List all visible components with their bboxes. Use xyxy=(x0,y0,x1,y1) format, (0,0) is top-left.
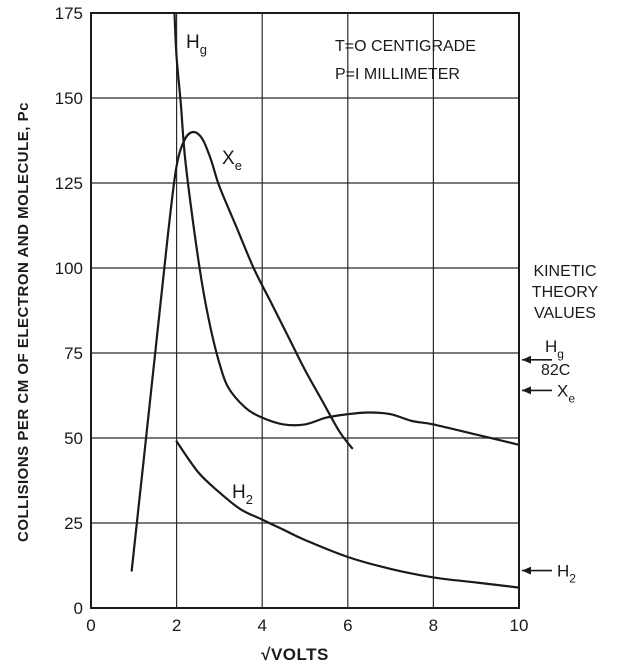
kinetic-marker-xe: Xe xyxy=(522,381,575,405)
annotation-temperature: T=O CENTIGRADE xyxy=(335,38,476,55)
y-axis-label: COLLISIONS PER CM OF ELECTRON AND MOLECU… xyxy=(15,102,32,542)
y-tick-label: 100 xyxy=(55,259,83,278)
series-h2-curve xyxy=(175,440,521,589)
kinetic-title-line-2: THEORY xyxy=(532,284,599,301)
x-axis-label: √VOLTS xyxy=(261,645,329,664)
kinetic-marker-label: H2 xyxy=(557,562,576,586)
y-tick-label: 175 xyxy=(55,4,83,23)
y-tick-label: 75 xyxy=(64,344,83,363)
y-tick-label: 125 xyxy=(55,174,83,193)
kinetic-marker-extra: 82C xyxy=(541,362,570,379)
x-tick-label: 6 xyxy=(343,616,352,635)
kinetic-marker-h2: H2 xyxy=(522,562,576,586)
annotation-pressure: P=I MILLIMETER xyxy=(335,66,460,83)
plot-frame xyxy=(90,12,520,609)
kinetic-marker-label: Hg xyxy=(545,337,564,361)
x-tick-label: 4 xyxy=(257,616,266,635)
series-label-xe: Xe xyxy=(222,148,242,173)
y-tick-label: 0 xyxy=(74,599,83,618)
kinetic-title-line-3: VALUES xyxy=(534,305,596,322)
x-tick-label: 0 xyxy=(86,616,95,635)
y-tick-label: 150 xyxy=(55,89,83,108)
x-tick-labels: 0 2 4 6 8 10 xyxy=(86,616,528,635)
kinetic-title-line-1: KINETIC xyxy=(533,263,596,280)
series-xe-curve xyxy=(130,130,354,572)
x-tick-label: 2 xyxy=(172,616,181,635)
series-label-hg: Hg xyxy=(186,32,207,57)
kinetic-marker-label: Xe xyxy=(557,381,575,405)
kinetic-arrowhead xyxy=(522,355,531,364)
kinetic-arrowhead xyxy=(522,566,531,575)
y-tick-labels: 0 25 50 75 100 125 150 175 xyxy=(55,4,83,618)
grid-layer xyxy=(90,12,520,609)
y-tick-label: 50 xyxy=(64,429,83,448)
x-tick-label: 10 xyxy=(510,616,529,635)
kinetic-arrowhead xyxy=(522,386,531,395)
series-label-h2: H2 xyxy=(232,482,253,507)
x-tick-label: 8 xyxy=(429,616,438,635)
series-labels: Hg Xe H2 xyxy=(186,32,253,507)
series-hg-curve xyxy=(173,11,521,446)
y-tick-label: 25 xyxy=(64,514,83,533)
series-curves xyxy=(130,11,521,589)
